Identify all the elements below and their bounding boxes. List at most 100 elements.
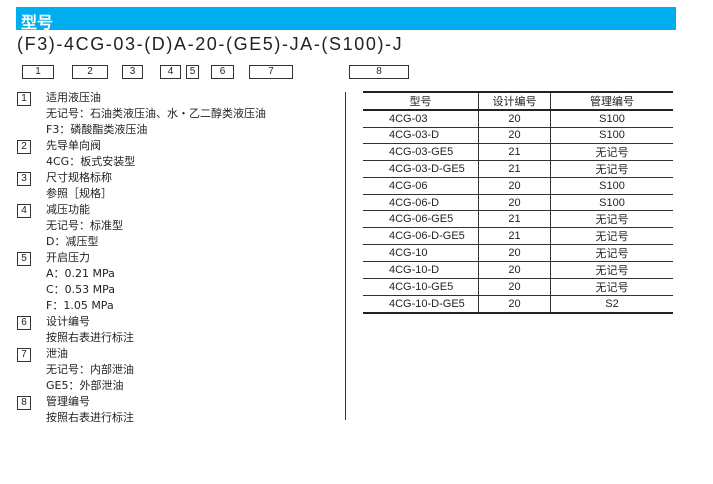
item-title: 设计编号 [46, 315, 90, 328]
item-option: 按照右表进行标注 [46, 331, 134, 344]
model-cell: 4CG-06-D [363, 193, 479, 211]
item-option: F：1.05 MPa [46, 299, 114, 312]
item-number: 4 [17, 204, 31, 218]
management-number-cell: 无记号 [550, 244, 673, 262]
item-option-line: 无记号：石油类液压油、水・乙二醇类液压油 [17, 106, 337, 122]
position-box: 1 [22, 65, 54, 79]
item-title-line: 7 泄油 [17, 346, 337, 362]
management-number-cell: S100 [550, 126, 673, 144]
design-number-cell: 21 [478, 160, 551, 178]
model-cell: 4CG-06 [363, 177, 479, 195]
item-number: 8 [17, 396, 31, 410]
position-box: 6 [211, 65, 234, 79]
management-number-cell: 无记号 [550, 160, 673, 178]
item-option: F3：磷酸酯类液压油 [46, 123, 148, 136]
item-option-line: A：0.21 MPa [17, 266, 337, 282]
design-number-cell: 20 [478, 109, 551, 128]
table-row: 4CG-10 20 无记号 [363, 244, 673, 262]
table-row: 4CG-10-D 20 无记号 [363, 261, 673, 279]
management-number-cell: S100 [550, 109, 673, 128]
item-option-line: 无记号：标准型 [17, 218, 337, 234]
model-cell: 4CG-03 [363, 109, 479, 128]
item-option-line: 无记号：内部泄油 [17, 362, 337, 378]
position-box: 5 [186, 65, 199, 79]
item-option: 4CG：板式安装型 [46, 155, 136, 168]
item-option-line: 按照右表进行标注 [17, 330, 337, 346]
item-option-line: 按照右表进行标注 [17, 410, 337, 426]
table-row: 4CG-10-GE5 20 无记号 [363, 278, 673, 296]
design-number-cell: 20 [478, 126, 551, 144]
item-option-line: F3：磷酸酯类液压油 [17, 122, 337, 138]
item-title: 先导单向阀 [46, 139, 101, 152]
item-option: D：减压型 [46, 235, 99, 248]
item-number: 6 [17, 316, 31, 330]
position-box: 4 [160, 65, 181, 79]
model-code: (F3)-4CG-03-(D)A-20-(GE5)-JA-(S100)-J [17, 34, 404, 54]
item-option-line: D：减压型 [17, 234, 337, 250]
design-number-cell: 20 [478, 278, 551, 296]
management-number-cell: 无记号 [550, 278, 673, 296]
item-title: 管理编号 [46, 395, 90, 408]
column-header: 设计编号 [478, 92, 551, 111]
item-option: 无记号：标准型 [46, 219, 123, 232]
item-title: 适用液压油 [46, 91, 101, 104]
management-number-cell: 无记号 [550, 227, 673, 245]
design-number-cell: 20 [478, 295, 551, 313]
item-number: 2 [17, 140, 31, 154]
position-box: 7 [249, 65, 293, 79]
item-option-line: C：0.53 MPa [17, 282, 337, 298]
section-title: 型号 [21, 13, 54, 32]
table-row: 4CG-03-D-GE5 21 无记号 [363, 160, 673, 178]
item-option-line: 4CG：板式安装型 [17, 154, 337, 170]
section-header: 型号 [16, 7, 676, 32]
model-cell: 4CG-10-D-GE5 [363, 295, 479, 313]
item-title-line: 2 先导单向阀 [17, 138, 337, 154]
model-cell: 4CG-10-D [363, 261, 479, 279]
model-cell: 4CG-06-GE5 [363, 210, 479, 228]
management-number-cell: 无记号 [550, 261, 673, 279]
model-cell: 4CG-10-GE5 [363, 278, 479, 296]
design-number-cell: 21 [478, 227, 551, 245]
design-number-cell: 21 [478, 210, 551, 228]
position-box: 3 [122, 65, 143, 79]
design-number-cell: 20 [478, 244, 551, 262]
table-row: 4CG-06-GE5 21 无记号 [363, 210, 673, 228]
management-number-cell: S100 [550, 177, 673, 195]
item-option: GE5：外部泄油 [46, 379, 124, 392]
design-number-cell: 20 [478, 261, 551, 279]
management-number-cell: 无记号 [550, 210, 673, 228]
position-box: 2 [72, 65, 108, 79]
table-row: 4CG-03-GE5 21 无记号 [363, 143, 673, 161]
item-title-line: 1 适用液压油 [17, 90, 337, 106]
model-cell: 4CG-03-GE5 [363, 143, 479, 161]
item-title-line: 8 管理编号 [17, 394, 337, 410]
table-row: 4CG-06-D-GE5 21 无记号 [363, 227, 673, 245]
management-number-cell: 无记号 [550, 143, 673, 161]
management-number-cell: S2 [550, 295, 673, 313]
item-title-line: 5 开启压力 [17, 250, 337, 266]
item-option: A：0.21 MPa [46, 267, 115, 280]
item-number: 1 [17, 92, 31, 106]
item-option: 按照右表进行标注 [46, 411, 134, 424]
item-title: 减压功能 [46, 203, 90, 216]
item-number: 7 [17, 348, 31, 362]
item-option-line: 参照［规格］ [17, 186, 337, 202]
design-number-cell: 20 [478, 177, 551, 195]
model-cell: 4CG-06-D-GE5 [363, 227, 479, 245]
design-number-cell: 20 [478, 193, 551, 211]
item-option-line: GE5：外部泄油 [17, 378, 337, 394]
item-title-line: 6 设计编号 [17, 314, 337, 330]
item-title: 开启压力 [46, 251, 90, 264]
item-option: C：0.53 MPa [46, 283, 116, 296]
column-header: 管理编号 [550, 92, 673, 111]
model-cell: 4CG-10 [363, 244, 479, 262]
item-title: 泄油 [46, 347, 68, 360]
table-row: 4CG-10-D-GE5 20 S2 [363, 295, 673, 313]
divider [345, 92, 346, 420]
item-title-line: 4 减压功能 [17, 202, 337, 218]
item-list: 1 适用液压油无记号：石油类液压油、水・乙二醇类液压油 F3：磷酸酯类液压油 2 先导单… [17, 90, 337, 426]
position-box: 8 [349, 65, 409, 79]
item-option: 无记号：石油类液压油、水・乙二醇类液压油 [46, 107, 266, 120]
model-table: 型号 设计编号 管理编号 4CG-03 20 S100 4CG-03-D 20 S100 4… [363, 91, 673, 314]
item-option: 参照［规格］ [46, 187, 112, 200]
